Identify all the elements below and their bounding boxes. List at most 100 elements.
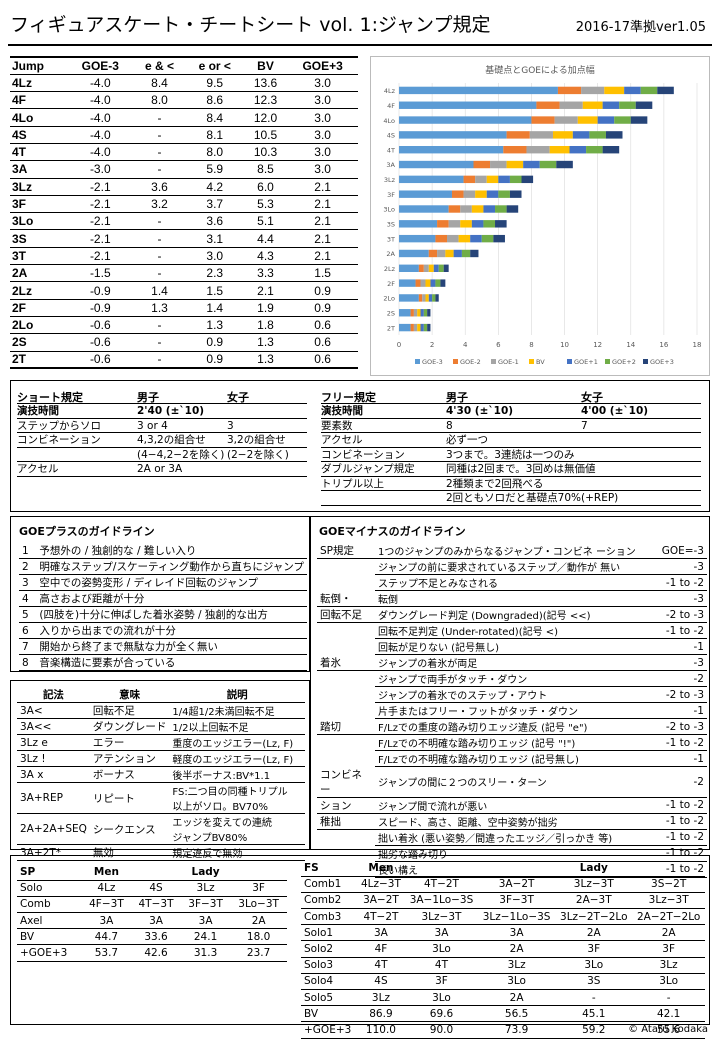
sp_table-cell: 42.6: [131, 944, 181, 962]
jump-cell: -: [133, 143, 186, 162]
jump-cell: 4F: [10, 91, 68, 110]
jump-cell: 3.0: [185, 247, 244, 266]
free-rule-row: アクセル 必ず一つ: [321, 433, 701, 448]
chart-bar-segment: [471, 205, 484, 213]
notation-cell: 3Lz e: [17, 734, 90, 751]
jump-cell: 1.5: [185, 281, 244, 300]
goe-minus-value: -1 to -2: [651, 622, 707, 639]
fs_table-row: Comb1 4Lz−3T 4T−2T 3A−2T 3Lz−3T 3S−2T: [301, 876, 705, 893]
free-rule-row: 要素数 8 7: [321, 419, 701, 433]
free-rule-row: 演技時間 4'30 (±`10) 4'00 (±`10): [321, 404, 701, 419]
sp_table-cell: 3A: [180, 912, 231, 930]
goe-minus-description: F/Lzでの不明確な踏み切りエッジ (記号 "!"): [375, 734, 651, 751]
goe-minus-description: F/Lzでの重度の踏み切りエッジ違反 (記号 "e"): [375, 718, 651, 735]
chart-x-tick: 16: [659, 341, 668, 349]
chart-bar-segment: [417, 323, 421, 332]
sp_table-cell: Solo: [17, 880, 82, 897]
goe-plus-item: 4 高さおよび距離が十分: [19, 590, 307, 607]
jump-cell: 3.0: [287, 74, 358, 93]
goe-minus-description: ジャンプの着氷でのステップ・アウト: [375, 686, 651, 703]
chart-category-label: 4Lz: [384, 87, 396, 95]
chart-legend-swatch: [415, 359, 420, 364]
fs_table-cell: 2A: [555, 924, 633, 942]
notation-cell: 3A<<: [17, 718, 90, 735]
chart-bar-segment: [582, 101, 603, 109]
chart-bar-segment: [423, 309, 428, 317]
notation-cell: リピート: [89, 782, 170, 814]
chart-category-label: 3T: [387, 235, 395, 243]
jump-row: 2T -0.6-0.9 1.3 0.6: [10, 351, 358, 369]
chart-legend-swatch: [529, 359, 534, 364]
sp_table-cell: 3Lz: [180, 880, 231, 897]
free-rule-label: [321, 491, 446, 505]
goe-minus-value: -1: [651, 638, 707, 655]
jump-row: 3A -3.0-5.9 8.5 3.0: [10, 160, 358, 179]
free-rule-women: [581, 448, 701, 462]
jump-cell: 2.1: [287, 229, 358, 248]
fs_table-cell: 3A−1Lo−3S: [405, 892, 478, 910]
goe-minus-category: [317, 735, 375, 751]
jump-cell: 4T: [10, 143, 68, 162]
jump-cell: -4.0: [67, 108, 134, 127]
sp_table-cell: 3Lo−3T: [230, 896, 287, 914]
chart-bar-segment: [423, 264, 429, 272]
chart-bar-segment: [509, 175, 522, 184]
fs_table-cell: 2A−3T: [555, 892, 633, 910]
chart-bar-segment: [437, 220, 449, 228]
jump-row: 3Lz -2.1 3.6 4.2 6.0 2.1: [10, 178, 358, 196]
jump-cell: 2F: [10, 299, 68, 317]
chart-bar-segment: [539, 160, 557, 169]
goe-minus-category: 着氷: [317, 654, 375, 671]
notation-row: 3Lz e エラー 重度のエッジエラー(Lz, F): [17, 734, 305, 751]
short-rule-label: コンビネーション: [17, 434, 101, 446]
free-rule-row: コンビネーション 3つまで。3連続は一つのみ: [321, 448, 701, 462]
goe-minus-row: ステップ不足とみなされる -1 to -2: [317, 574, 707, 591]
fs_table-cell: 4T−2T: [405, 876, 478, 893]
jump-cell: 8.0: [185, 143, 244, 162]
chart-legend-swatch: [605, 359, 610, 364]
jump-cell: 5.1: [243, 212, 288, 231]
short-rule-label: ステップからソロ: [17, 419, 101, 432]
notation-cell: 規定違反で無効: [169, 844, 305, 861]
fs_table-cell: BV: [301, 1005, 357, 1023]
chart-bar-segment: [418, 294, 423, 302]
chart-bar-segment: [420, 323, 424, 332]
free-rule-women: [581, 462, 701, 476]
jump-cell: 2A: [10, 264, 68, 283]
fs_table-cell: 3Lo: [405, 940, 478, 958]
jump-cell: 2T: [10, 351, 68, 369]
chart-bar-segment: [417, 309, 421, 317]
sp_table-row: BV 44.7 33.6 24.1 18.0: [17, 928, 287, 946]
sp_table-cell: 53.7: [81, 944, 132, 962]
jump-row: 4Lo -4.0-8.4 12.0 3.0: [10, 108, 358, 127]
goe-plus-item: 6 入りから出までの流れが十分: [19, 622, 307, 639]
chart-bar-segment: [443, 264, 449, 272]
fs_table-row: BV 86.9 69.6 56.5 45.1 42.1: [301, 1005, 705, 1023]
chart-bar-segment: [451, 190, 464, 198]
chart-category-label: 2F: [387, 280, 395, 288]
chart-x-tick: 2: [430, 341, 434, 349]
short-rule-label: [17, 448, 137, 462]
chart-bar-segment: [486, 175, 499, 184]
chart-bar-segment: [440, 279, 446, 287]
goe-minus-description: 片手またはフリー・フットがタッチ・ダウン: [375, 702, 651, 719]
jump-cell: 1.9: [243, 299, 288, 317]
notation-cell: シークエンス: [89, 813, 170, 845]
goe-plus-number: 1: [19, 543, 37, 559]
short-rule-women: (2−2を除く): [227, 448, 289, 461]
goe-minus-row: 踏切 F/Lzでの重度の踏み切りエッジ違反 (記号 "e") -2 to -3: [317, 718, 707, 735]
jump-cell: 0.9: [287, 281, 358, 300]
short-rule-men: 2'40 (±`10): [137, 405, 205, 417]
header-divider: [8, 44, 712, 46]
jump-cell: 3T: [10, 247, 68, 266]
chart-bar-segment: [554, 116, 578, 124]
jump-cell: -: [133, 126, 186, 144]
fs_table-cell: 3Lo: [555, 957, 633, 974]
chart-bar-segment: [624, 86, 641, 95]
goe-minus-row: ジャンプで両手がタッチ・ダウン -2: [317, 670, 707, 687]
fs_table-cell: 3A: [477, 924, 556, 942]
sp_table-cell: 2A: [230, 912, 287, 930]
jump-cell: 4S: [10, 126, 68, 144]
chart-bar-segment: [399, 264, 419, 272]
fs_table-cell: 3F: [632, 940, 705, 958]
